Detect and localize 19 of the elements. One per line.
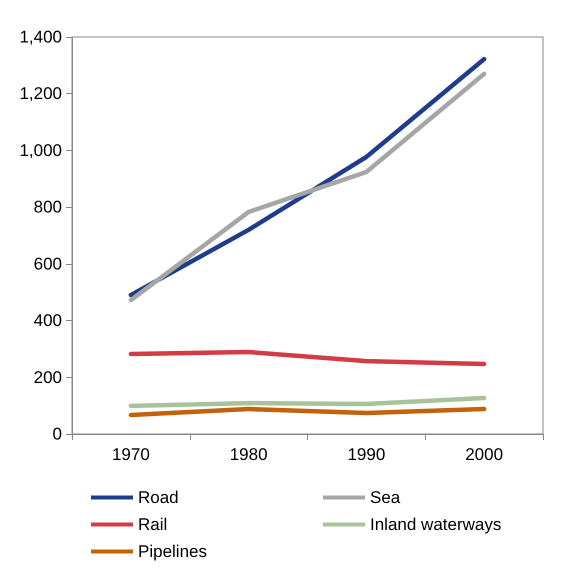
y-tick-label: 200 bbox=[34, 368, 62, 387]
x-tick-label: 1990 bbox=[347, 445, 386, 464]
x-tick-label: 2000 bbox=[465, 445, 504, 464]
y-tick-label: 400 bbox=[34, 311, 62, 330]
y-tick-label: 600 bbox=[34, 254, 62, 274]
x-tick-label: 1980 bbox=[230, 445, 268, 464]
line-series bbox=[128, 350, 486, 366]
legend-label: Pipelines bbox=[138, 542, 207, 561]
y-tick-label: 1,000 bbox=[19, 140, 62, 160]
y-tick-label: 1,400 bbox=[19, 28, 62, 46]
y-tick-label: 1,200 bbox=[19, 84, 62, 104]
y-tick-label: 800 bbox=[34, 198, 62, 217]
x-tick-label: 1970 bbox=[112, 445, 150, 464]
legend-label: Road bbox=[138, 488, 179, 507]
line-series bbox=[128, 396, 486, 408]
y-tick-label: 0 bbox=[52, 424, 62, 444]
legend-label: Inland waterways bbox=[370, 515, 502, 534]
legend-label: Rail bbox=[138, 515, 168, 534]
legend-label: Sea bbox=[370, 488, 401, 507]
